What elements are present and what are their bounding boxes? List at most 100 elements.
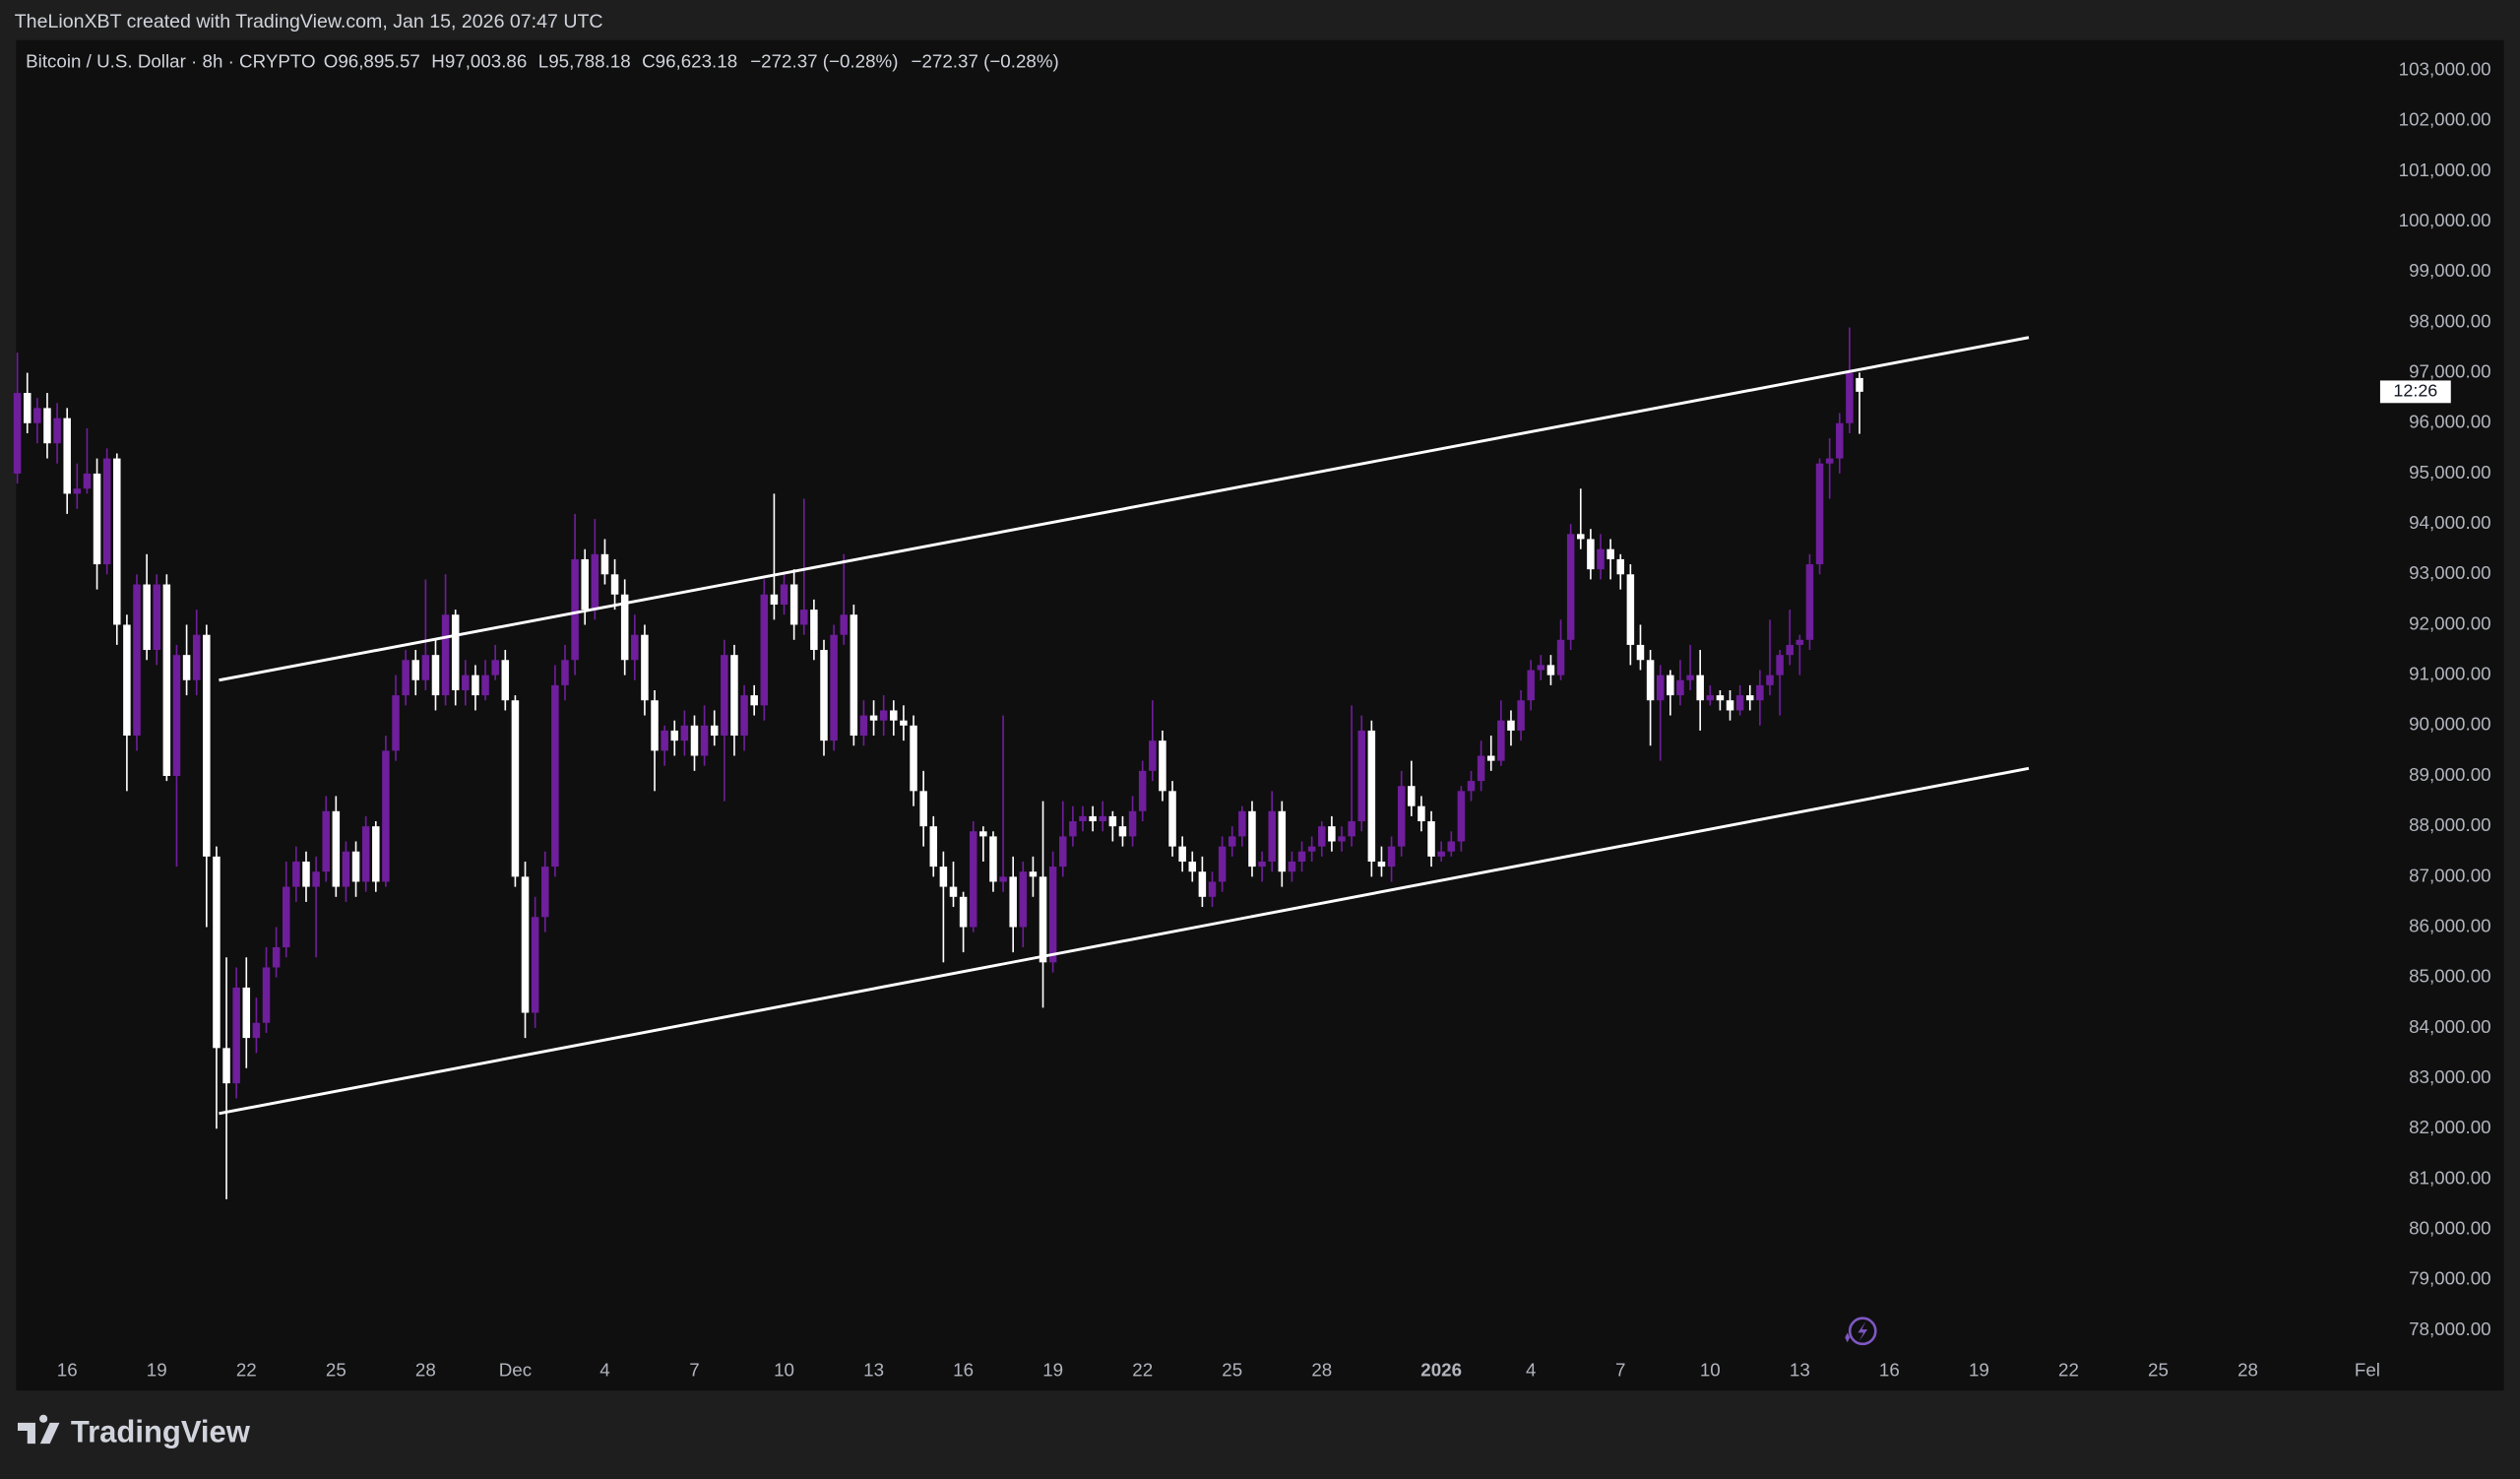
candle-body <box>631 634 639 661</box>
y-tick-label: 94,000.00 <box>2409 512 2490 533</box>
candle-body <box>1517 700 1525 731</box>
candle-body <box>561 660 569 685</box>
y-tick-label: 98,000.00 <box>2409 310 2490 331</box>
candle-body <box>1756 684 1764 701</box>
candle-body <box>610 574 619 595</box>
x-tick-label: 7 <box>1615 1360 1625 1381</box>
candle-body <box>1168 791 1176 847</box>
candle-body <box>143 584 151 651</box>
candle-body <box>1408 786 1416 806</box>
x-tick-label: 19 <box>1969 1360 1989 1381</box>
candle-body <box>800 610 808 625</box>
x-tick-label: 10 <box>1700 1360 1721 1381</box>
candle-body <box>361 826 370 882</box>
candle-body <box>242 987 251 1039</box>
countdown-label: 12:26 <box>2393 381 2437 401</box>
candle-body <box>222 1048 230 1084</box>
y-tick-label: 95,000.00 <box>2409 462 2490 482</box>
x-tick-label: 25 <box>326 1360 346 1381</box>
y-tick-label: 78,000.00 <box>2409 1318 2490 1339</box>
candle-body <box>690 725 699 756</box>
candle-body <box>351 851 360 882</box>
candle-body <box>1258 861 1266 868</box>
candle-body <box>53 418 61 444</box>
candle-body <box>1159 740 1166 792</box>
candle-body <box>910 725 917 792</box>
candle-body <box>1128 810 1137 837</box>
candle-body <box>1676 679 1684 696</box>
x-tick-label: 13 <box>1790 1360 1810 1381</box>
y-tick-label: 90,000.00 <box>2409 714 2490 735</box>
y-tick-label: 89,000.00 <box>2409 764 2490 785</box>
y-tick-label: 81,000.00 <box>2409 1167 2490 1188</box>
legend-change: −272.37 (−0.28%) <box>912 51 1059 72</box>
candle-body <box>1776 655 1784 675</box>
legend-open: O96,895.57 <box>324 51 420 72</box>
candle-body <box>1686 675 1694 680</box>
candle-body <box>571 558 579 661</box>
candle-body <box>462 675 470 690</box>
candle-body <box>43 408 51 444</box>
y-tick-label: 87,000.00 <box>2409 865 2490 885</box>
candle-body <box>859 715 868 737</box>
candle-body <box>63 418 71 494</box>
x-tick-label: 2026 <box>1420 1360 1462 1381</box>
footer-brand: TradingView <box>71 1414 251 1448</box>
candle-body <box>1587 539 1595 570</box>
candle-body <box>780 584 788 605</box>
candle-body <box>23 393 32 423</box>
candle-body <box>1348 821 1355 837</box>
y-tick-label: 92,000.00 <box>2409 612 2490 633</box>
candle-body <box>1338 836 1346 842</box>
candle-body <box>1577 534 1585 540</box>
x-tick-label: 7 <box>689 1360 699 1381</box>
candle-body <box>740 695 748 737</box>
y-tick-label: 93,000.00 <box>2409 562 2490 583</box>
candle-body <box>1796 639 1804 645</box>
candle-body <box>83 473 92 489</box>
header-caption: TheLionXBT created with TradingView.com,… <box>15 11 603 32</box>
candle-body <box>1178 846 1186 862</box>
legend-close: C96,623.18 <box>642 51 737 72</box>
candle-body <box>232 987 240 1084</box>
candle-body <box>1397 786 1406 847</box>
candle-body <box>581 558 589 611</box>
y-tick-label: 88,000.00 <box>2409 814 2490 835</box>
candle-body <box>192 634 201 680</box>
candle-body <box>1307 846 1316 852</box>
candle-body <box>1616 558 1624 575</box>
x-tick-label: 25 <box>2148 1360 2169 1381</box>
candle-body <box>411 660 420 680</box>
candle-body <box>102 458 111 565</box>
candle-body <box>1457 791 1466 842</box>
candle-body <box>491 660 499 675</box>
candle-body <box>1786 644 1794 656</box>
candle-body <box>182 655 191 680</box>
candle-body <box>1297 851 1306 862</box>
y-tick-label: 83,000.00 <box>2409 1066 2490 1087</box>
candle-body <box>1079 815 1087 822</box>
y-tick-label: 100,000.00 <box>2399 210 2491 230</box>
candle-body <box>1367 730 1376 862</box>
candle-body <box>162 584 171 776</box>
candle-body <box>73 488 82 494</box>
candle-body <box>999 876 1007 882</box>
candle-body <box>890 710 898 721</box>
candle-body <box>680 725 689 741</box>
candle-body <box>13 393 22 474</box>
x-tick-label: 16 <box>1879 1360 1900 1381</box>
candle-body <box>342 851 350 887</box>
y-tick-label: 91,000.00 <box>2409 664 2490 684</box>
candle-body <box>203 634 211 857</box>
candle-body <box>1089 815 1097 822</box>
x-tick-label: 22 <box>236 1360 257 1381</box>
x-tick-label: 19 <box>147 1360 167 1381</box>
y-tick-label: 82,000.00 <box>2409 1117 2490 1137</box>
candle-body <box>113 458 121 625</box>
candle-body <box>252 1022 261 1039</box>
candle-body <box>959 896 968 928</box>
candle-body <box>1099 815 1106 822</box>
candle-body <box>123 624 131 737</box>
y-tick-label: 102,000.00 <box>2399 109 2491 130</box>
legend-change: −272.37 (−0.28%) <box>750 51 898 72</box>
